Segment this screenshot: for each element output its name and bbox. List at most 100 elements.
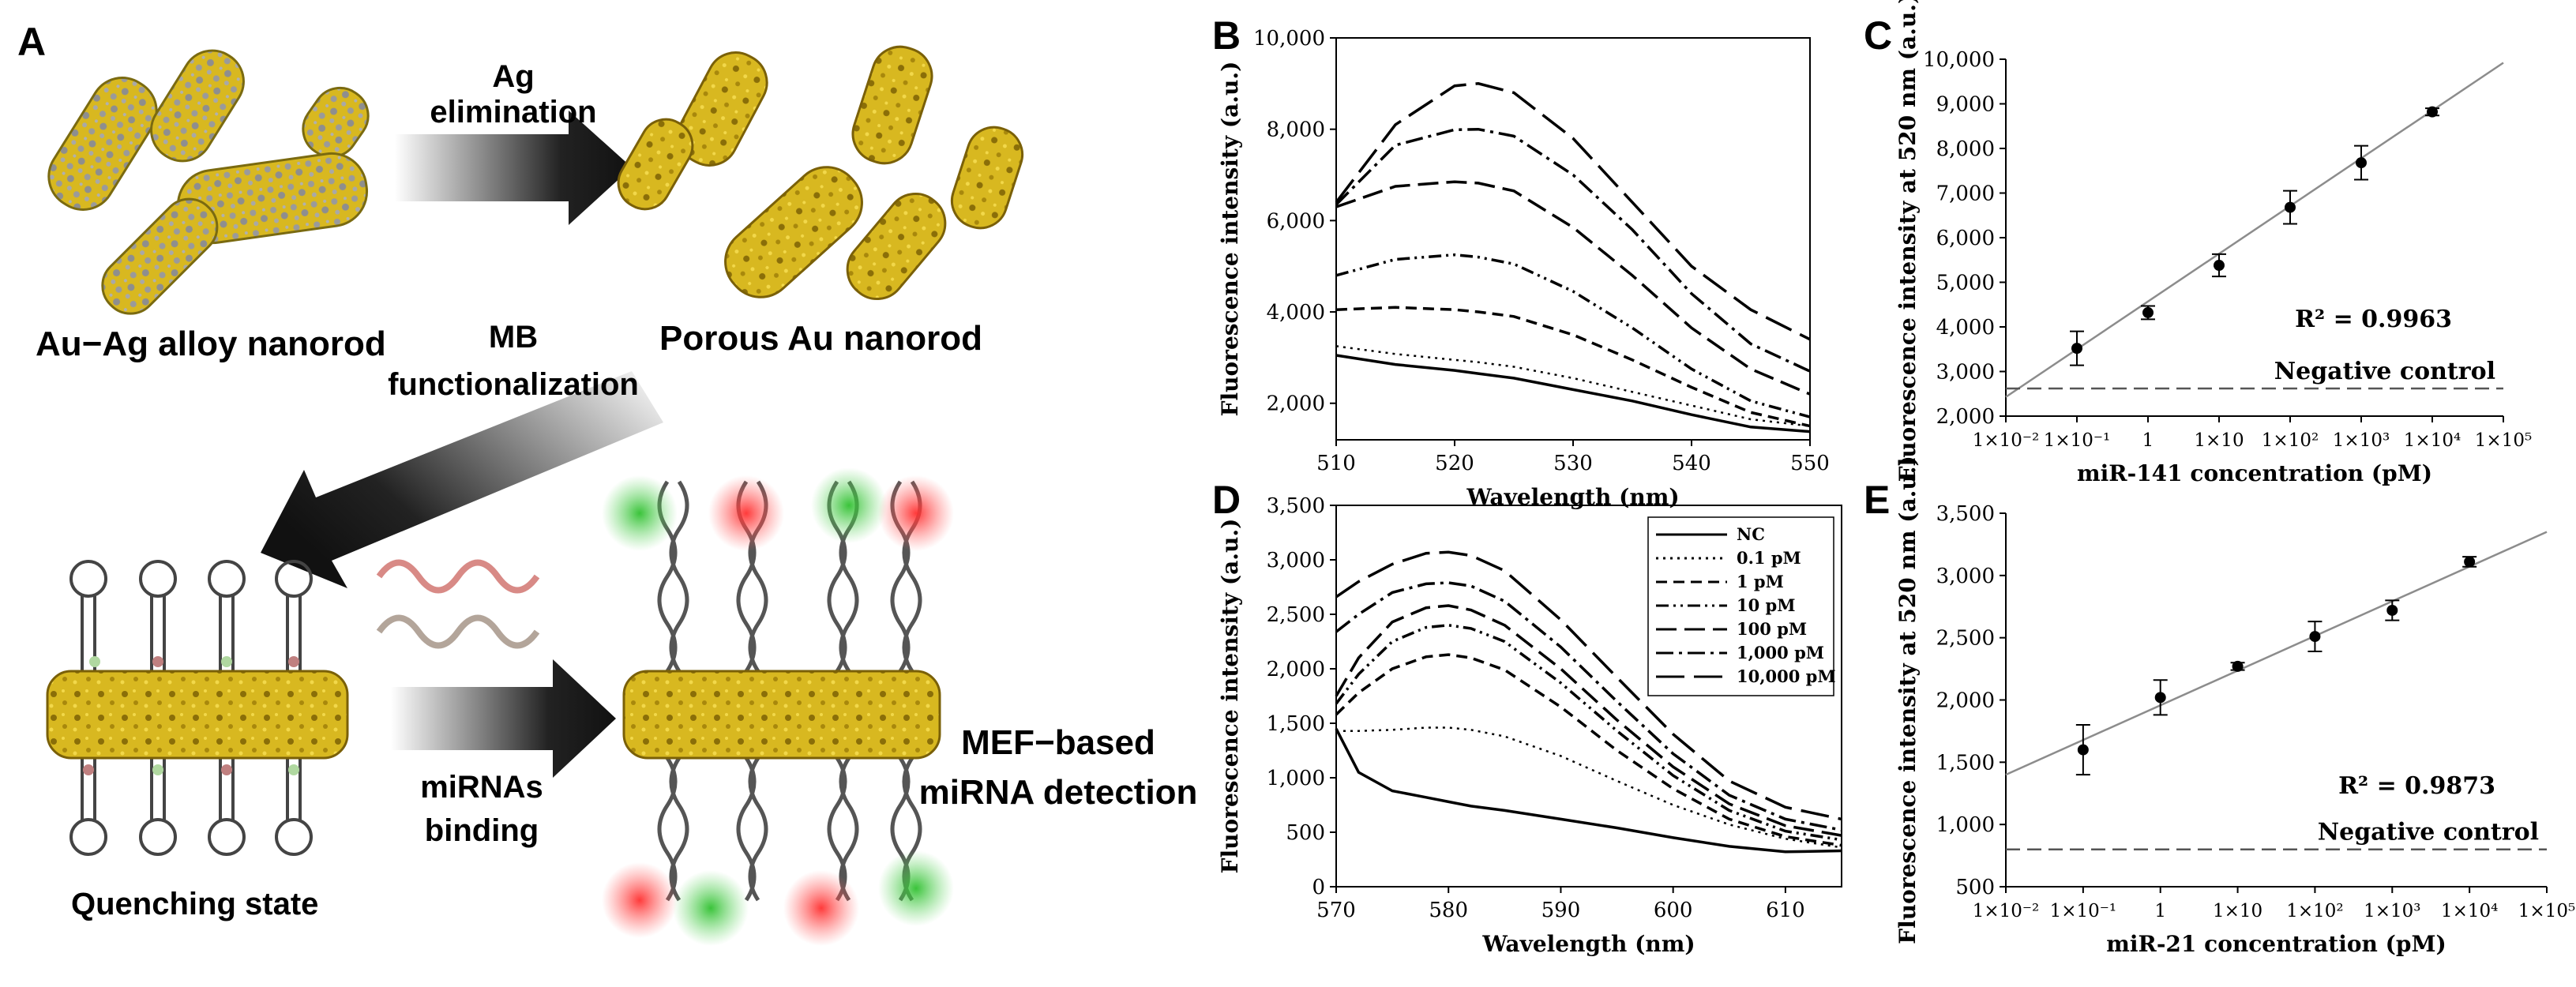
series-line-0 <box>1335 354 1811 433</box>
legend-label: 10 pM <box>1737 595 1795 615</box>
data-point-0 <box>2071 343 2082 355</box>
legend-label: 100 pM <box>1737 619 1807 639</box>
x-tick-label: 1×10⁴ <box>2441 901 2498 921</box>
y-tick-label: 2,000 <box>1267 392 1325 416</box>
x-tick-label: 1×10² <box>2286 901 2343 921</box>
x-tick-label: 1×10⁵ <box>2518 901 2575 921</box>
alloy-nanorod <box>302 86 370 159</box>
legend-label: 10,000 pM <box>1737 666 1836 686</box>
alloy-nanorod <box>150 49 245 163</box>
legend-box <box>1647 516 1834 696</box>
alloy-nanorods <box>47 49 370 315</box>
y-tick-label: 6,000 <box>1267 209 1325 233</box>
x-tick-label: 520 <box>1435 452 1474 475</box>
mirna-strands <box>376 559 540 649</box>
x-tick-label: 610 <box>1766 899 1805 922</box>
panel-letter: C <box>1864 13 1892 58</box>
mirnas-label: miRNAs <box>420 770 543 805</box>
red-fluorophore-glow <box>602 862 678 938</box>
negative-control-label: Negative control <box>2274 358 2495 385</box>
data-point-2 <box>2214 260 2225 272</box>
regression-line <box>2005 62 2504 398</box>
y-tick-label: 10,000 <box>1923 48 1995 72</box>
data-point-4 <box>2356 157 2367 169</box>
porous-nanorod <box>851 45 933 165</box>
red-fluorophore-glow <box>878 475 954 551</box>
y-tick-label: 2,000 <box>1936 405 1995 429</box>
x-tick-label: 1×10⁻¹ <box>2050 901 2117 921</box>
panel-letter: B <box>1212 13 1241 58</box>
chart-e: E 500 1,000 1,500 2,000 2,500 3,000 3,500 1×10⁻²… <box>1864 456 2575 957</box>
mef-caption-line2: miRNA detection <box>919 773 1198 812</box>
red-fluorophore-glow <box>783 870 859 946</box>
y-tick-label: 4,000 <box>1936 316 1995 340</box>
x-axis-title: Wavelength (nm) <box>1466 484 1679 510</box>
alloy-nanorod <box>47 77 158 211</box>
negative-control-label: Negative control <box>2318 819 2539 846</box>
legend-label: NC <box>1737 524 1765 544</box>
x-tick-label: 1×10 <box>2194 430 2244 451</box>
ag-label: Ag <box>492 59 534 94</box>
chart-d: D 0 500 1,000 1,500 2,000 2,500 3,000 3,500 570 58… <box>1212 478 1842 957</box>
porous-nanorod <box>46 670 349 760</box>
porous-nanorod <box>622 670 941 760</box>
x-tick-label: 550 <box>1790 452 1830 475</box>
y-axis-title: Fluorescence intensity at 520 nm (a.u.) <box>1894 456 1921 944</box>
red-fluorophore-glow <box>708 475 784 551</box>
x-tick-label: 1×10³ <box>2333 430 2390 451</box>
data-point-3 <box>2309 631 2321 643</box>
data-point-1 <box>2154 692 2166 704</box>
x-tick-label: 1×10⁻² <box>1973 901 2040 921</box>
x-tick-label: 510 <box>1316 452 1356 475</box>
data-point-0 <box>2077 744 2089 756</box>
y-tick-label: 5,000 <box>1936 272 1995 295</box>
series-line-5 <box>1335 127 1811 373</box>
mirna-binding-arrow: miRNAs binding <box>391 659 616 848</box>
x-tick-label: 1×10 <box>2213 901 2262 921</box>
y-tick-label: 1,000 <box>1936 813 1995 837</box>
x-tick-label: 1×10⁻² <box>1973 430 2040 451</box>
regression-line <box>2005 531 2548 776</box>
y-tick-label: 8,000 <box>1267 118 1325 142</box>
y-axis-title: Fluorescence intensity (a.u.) <box>1217 62 1243 417</box>
y-tick-label: 3,000 <box>1936 565 1995 588</box>
x-tick-label: 1×10⁻¹ <box>2044 430 2111 451</box>
x-tick-label: 1×10³ <box>2364 901 2420 921</box>
y-tick-label: 2,500 <box>1936 627 1995 651</box>
r-squared-label: R² = 0.9873 <box>2338 772 2495 800</box>
x-tick-label: 1×10⁵ <box>2475 430 2532 451</box>
binding-label: binding <box>425 813 539 848</box>
series-line-4 <box>1335 180 1811 396</box>
x-tick-label: 1×10² <box>2262 430 2319 451</box>
y-tick-label: 4,000 <box>1267 301 1325 325</box>
green-fluorophore-glow <box>811 467 887 543</box>
data-point-3 <box>2285 201 2296 213</box>
x-axis-title: miR-21 concentration (pM) <box>2106 931 2446 957</box>
series-line-2 <box>1335 306 1811 428</box>
series-line-2 <box>1335 653 1842 847</box>
y-tick-label: 6,000 <box>1936 227 1995 250</box>
y-tick-label: 0 <box>1312 876 1325 899</box>
y-tick-label: 3,000 <box>1267 549 1325 572</box>
series-line-4 <box>1335 604 1842 837</box>
series-line-0 <box>1335 728 1842 854</box>
data-point-4 <box>2386 604 2398 616</box>
mb-functionalization-arrow: MB functionalization <box>261 320 663 588</box>
porous-nanorod <box>950 126 1024 230</box>
x-tick-label: 570 <box>1316 899 1356 922</box>
functionalization-label: functionalization <box>388 367 639 402</box>
x-tick-label: 590 <box>1541 899 1581 922</box>
y-tick-label: 500 <box>1286 821 1325 845</box>
porous-caption: Porous Au nanorod <box>659 319 982 358</box>
x-tick-label: 540 <box>1672 452 1711 475</box>
y-tick-label: 500 <box>1955 876 1995 899</box>
series-line-3 <box>1335 253 1811 418</box>
series-line-6 <box>1335 82 1811 341</box>
quenching-state-diagram <box>46 560 349 856</box>
data-point-5 <box>2427 106 2438 118</box>
x-tick-label: 580 <box>1429 899 1468 922</box>
series-line-6 <box>1335 550 1842 821</box>
panel-a: A Ag elimination Au−Ag alloy nanorod Por… <box>17 20 1197 946</box>
r-squared-label: R² = 0.9963 <box>2295 306 2452 333</box>
